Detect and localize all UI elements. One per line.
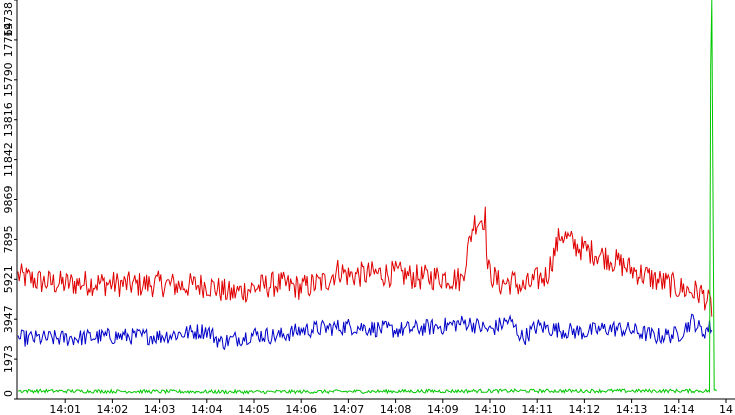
- x-tick-label: 14:02: [97, 403, 129, 415]
- x-tick-layer: 14:01 14:02 14:03 14:04 14:05 14:06 14:07 14:08…: [49, 399, 733, 415]
- y-tick-label: 3947: [2, 305, 15, 333]
- series-line: [17, 313, 713, 351]
- x-tick-label: 14:07: [333, 403, 365, 415]
- y-tick-label: 1973: [2, 345, 15, 373]
- y-tick-label: 19738: [2, 2, 15, 37]
- y-tick-label: 17764: [2, 22, 15, 57]
- x-tick-label: 14:12: [569, 403, 601, 415]
- y-tick-label: 5921: [2, 265, 15, 293]
- y-tick-label: 15790: [2, 62, 15, 97]
- y-tick-label: 0: [2, 390, 15, 397]
- x-tick-label: 14:05: [238, 403, 270, 415]
- x-tick-label: 14:14: [663, 403, 695, 415]
- x-tick-label: 14:01: [49, 403, 81, 415]
- x-tick-label: 14: [719, 403, 733, 415]
- y-tick-label: 13816: [2, 102, 15, 137]
- x-tick-label: 14:09: [427, 403, 459, 415]
- y-tick-label: 9869: [2, 186, 15, 214]
- x-tick-label: 14:11: [521, 403, 553, 415]
- x-tick-label: 14:13: [616, 403, 648, 415]
- series-line: [17, 0, 717, 395]
- series-layer: [17, 0, 717, 395]
- x-tick-label: 14:10: [474, 403, 506, 415]
- y-tick-label: 11842: [2, 142, 15, 177]
- series-line: [17, 206, 713, 317]
- y-tick-label: 7895: [2, 225, 15, 253]
- x-tick-label: 14:04: [191, 403, 223, 415]
- x-tick-label: 14:03: [144, 403, 176, 415]
- x-tick-label: 14:06: [285, 403, 317, 415]
- y-tick-layer: 0 1973 3947 5921 7895 9869 11842 13816 15790 1776…: [2, 0, 17, 400]
- x-tick-label: 14:08: [380, 403, 412, 415]
